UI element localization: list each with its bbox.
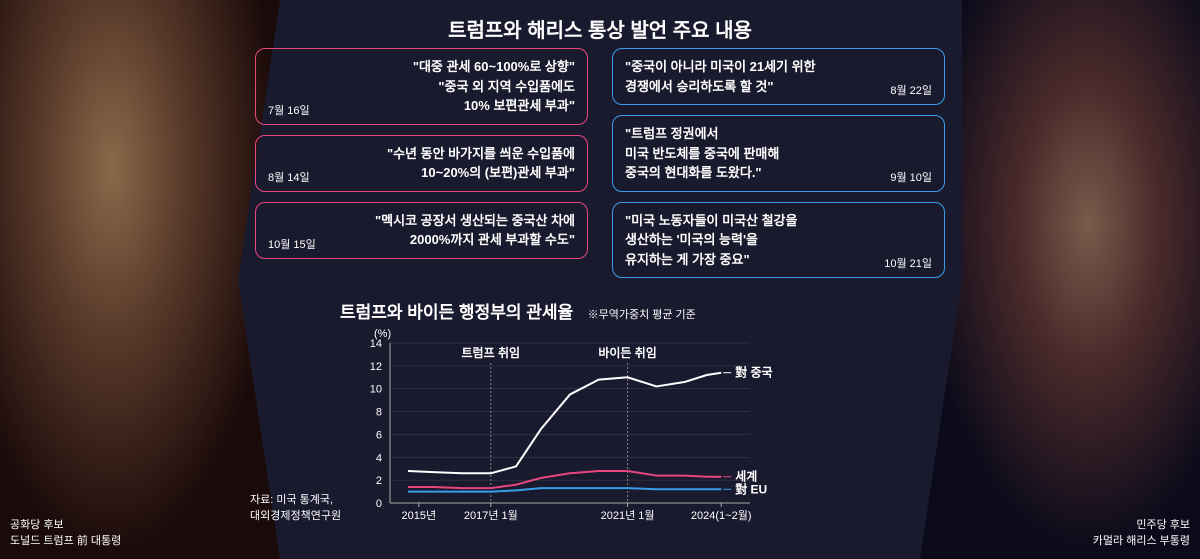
quote-box-left-2: "멕시코 공장서 생산되는 중국산 차에2000%까지 관세 부과할 수도"10…: [255, 202, 588, 259]
quote-date: 9월 10일: [890, 169, 932, 185]
quote-text: "수년 동안 바가지를 씌운 수입품에10~20%의 (보편)관세 부과": [268, 144, 575, 183]
svg-text:2: 2: [376, 475, 382, 487]
quote-box-right-2: "미국 노동자들이 미국산 철강을생산하는 '미국의 능력'을유지하는 게 가장…: [612, 202, 945, 279]
left-party: 공화당 후보: [10, 518, 121, 533]
right-name: 카멀라 해리스 부통령: [1093, 534, 1190, 549]
chart-title: 트럼프와 바이든 행정부의 관세율: [340, 303, 573, 322]
chart-svg: (%)024681012142015년2017년 1월2021년 1월2024(…: [340, 323, 860, 528]
harris-quotes: "중국이 아니라 미국이 21세기 위한경쟁에서 승리하도록 할 것"8월 22…: [612, 48, 945, 278]
chart-source: 자료: 미국 통계국, 대외경제정책연구원: [250, 493, 341, 524]
quote-date: 8월 14일: [268, 169, 310, 185]
svg-text:트럼프 취임: 트럼프 취임: [462, 345, 521, 360]
svg-text:對 중국: 對 중국: [735, 365, 772, 380]
svg-text:4: 4: [376, 452, 382, 464]
source-line-0: 미국 통계국,: [276, 494, 333, 506]
caption-left: 공화당 후보 도널드 트럼프 前 대통령: [10, 518, 121, 549]
svg-text:2015년: 2015년: [402, 509, 437, 522]
quote-date: 10월 21일: [884, 255, 932, 271]
svg-text:6: 6: [376, 429, 382, 441]
tariff-chart: 트럼프와 바이든 행정부의 관세율 ※무역가중치 평균 기준 (%)024681…: [340, 298, 860, 546]
svg-text:2024(1~2월): 2024(1~2월): [691, 509, 752, 522]
caption-right: 민주당 후보 카멀라 해리스 부통령: [1093, 518, 1190, 549]
svg-text:2017년 1월: 2017년 1월: [464, 509, 518, 522]
svg-text:8: 8: [376, 407, 382, 419]
quote-box-right-1: "트럼프 정권에서미국 반도체를 중국에 판매해중국의 현대화를 도왔다."9월…: [612, 115, 945, 192]
svg-text:바이든 취임: 바이든 취임: [598, 345, 657, 360]
chart-note: ※무역가중치 평균 기준: [588, 309, 696, 321]
svg-text:對 EU: 對 EU: [735, 481, 767, 496]
left-name: 도널드 트럼프 前 대통령: [10, 534, 121, 549]
svg-text:10: 10: [370, 384, 382, 396]
svg-text:12: 12: [370, 361, 382, 373]
quote-date: 10월 15일: [268, 236, 316, 252]
trump-portrait: [0, 0, 280, 559]
quote-box-left-0: "대중 관세 60~100%로 상향""중국 외 지역 수입품에도10% 보편관…: [255, 48, 588, 125]
quote-box-right-0: "중국이 아니라 미국이 21세기 위한경쟁에서 승리하도록 할 것"8월 22…: [612, 48, 945, 105]
quote-text: "트럼프 정권에서미국 반도체를 중국에 판매해중국의 현대화를 도왔다.": [625, 124, 932, 183]
svg-text:2021년 1월: 2021년 1월: [601, 509, 655, 522]
harris-portrait: [920, 0, 1200, 559]
svg-text:14: 14: [370, 338, 382, 350]
quote-box-left-1: "수년 동안 바가지를 씌운 수입품에10~20%의 (보편)관세 부과"8월 …: [255, 135, 588, 192]
right-party: 민주당 후보: [1093, 518, 1190, 533]
main-title: 트럼프와 해리스 통상 발언 주요 내용: [448, 14, 752, 43]
quote-text: "대중 관세 60~100%로 상향""중국 외 지역 수입품에도10% 보편관…: [268, 57, 575, 116]
quotes-container: "대중 관세 60~100%로 상향""중국 외 지역 수입품에도10% 보편관…: [255, 48, 945, 278]
source-line-1: 대외경제정책연구원: [250, 510, 341, 522]
quote-date: 7월 16일: [268, 102, 310, 118]
quote-date: 8월 22일: [890, 82, 932, 98]
trump-quotes: "대중 관세 60~100%로 상향""중국 외 지역 수입품에도10% 보편관…: [255, 48, 588, 278]
quote-text: "중국이 아니라 미국이 21세기 위한경쟁에서 승리하도록 할 것": [625, 57, 932, 96]
svg-text:0: 0: [376, 498, 382, 510]
source-label: 자료:: [250, 494, 273, 506]
